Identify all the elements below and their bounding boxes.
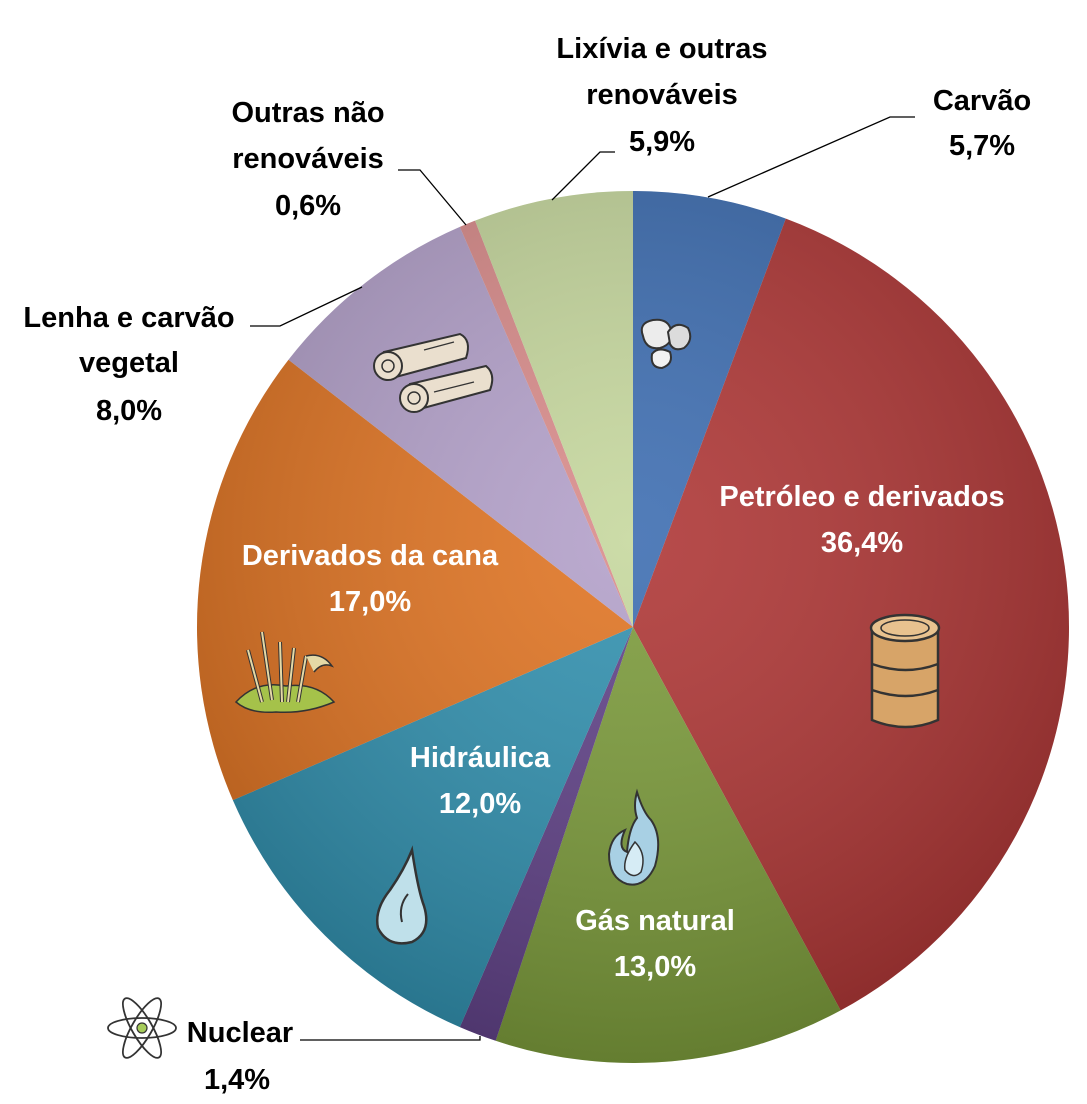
oil-barrel-icon	[869, 613, 941, 729]
leader-line-carvao	[707, 116, 915, 198]
coal-icon	[640, 318, 692, 370]
leader-line-lenha	[250, 286, 363, 327]
label-outras-nao-renovaveis-name-line1: Outras não	[231, 97, 384, 129]
label-outras-nao-renovaveis-value: 0,6%	[275, 190, 341, 222]
leader-line-lixivia	[551, 151, 615, 201]
label-gas-natural-value: 13,0%	[614, 951, 696, 983]
label-petroleo-name: Petróleo e derivados	[719, 481, 1004, 513]
label-nuclear-name: Nuclear	[187, 1017, 293, 1049]
label-cana-value: 17,0%	[329, 586, 411, 618]
label-hidraulica-name: Hidráulica	[410, 742, 551, 774]
label-carvao-name: Carvão	[933, 85, 1031, 117]
label-petroleo-value: 36,4%	[821, 527, 903, 559]
label-cana-name: Derivados da cana	[242, 540, 499, 572]
atom-icon	[107, 997, 177, 1059]
label-lixivia-name-line1: Lixívia e outras	[556, 33, 767, 65]
label-nuclear-value: 1,4%	[204, 1064, 270, 1096]
label-lixivia-value: 5,9%	[629, 126, 695, 158]
label-outras-nao-renovaveis-name-line2: renováveis	[232, 143, 384, 175]
leader-lines	[250, 116, 915, 1041]
label-hidraulica-value: 12,0%	[439, 788, 521, 820]
label-lenha-value: 8,0%	[96, 395, 162, 427]
sugarcane-icon	[234, 631, 336, 714]
label-lixivia-name-line2: renováveis	[586, 79, 738, 111]
water-drop-icon	[376, 845, 428, 945]
flame-icon	[607, 788, 660, 886]
firewood-icon	[373, 332, 494, 413]
leader-line-nuclear	[300, 1036, 481, 1041]
label-lenha-name-line2: vegetal	[79, 347, 179, 379]
label-carvao-value: 5,7%	[949, 130, 1015, 162]
leader-line-outras-nao-renovaveis	[398, 169, 467, 226]
slice-labels: Carvão 5,7% Petróleo e derivados 36,4% G…	[23, 33, 1031, 1096]
label-gas-natural-name: Gás natural	[575, 905, 735, 937]
label-lenha-name-line1: Lenha e carvão	[23, 302, 234, 334]
